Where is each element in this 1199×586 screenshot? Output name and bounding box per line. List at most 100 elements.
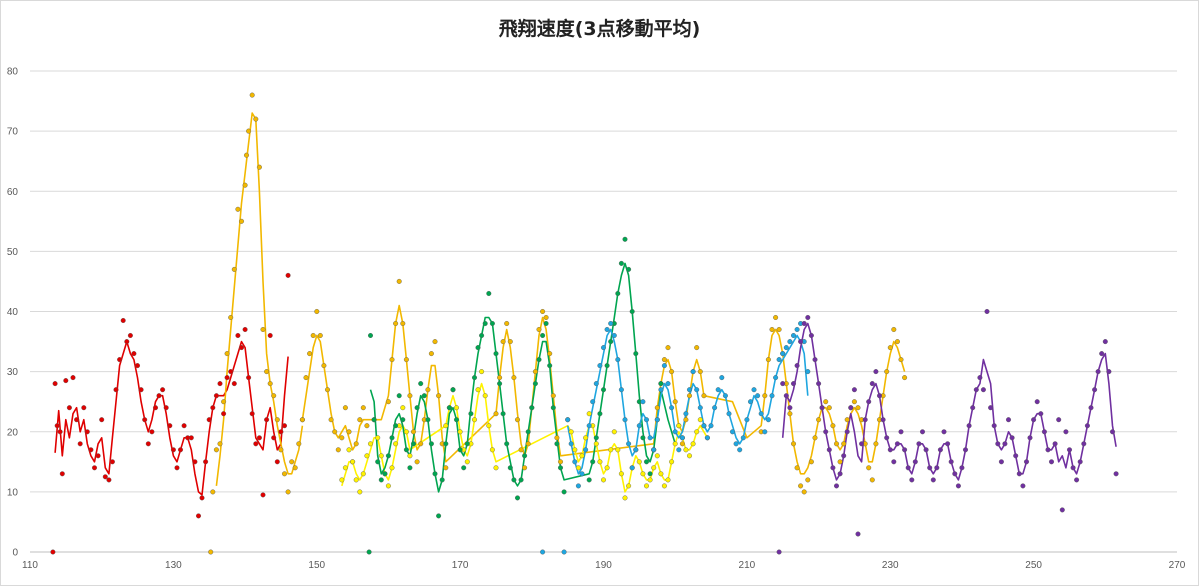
series-2-point [540,309,546,315]
series-3-point [615,447,621,453]
series-6-point [1077,459,1083,465]
series-4-point [586,477,592,483]
series-6-point [977,375,983,381]
series-3-point [611,429,617,435]
series-6-point [980,387,986,393]
series-4-point [626,266,632,272]
series-3-point [618,471,624,477]
series-0-point [99,417,105,423]
series-3-point [486,423,492,429]
series-3-point [389,465,395,471]
series-6-point [805,315,811,321]
series-2-point [830,423,836,429]
series-2-point [794,465,800,471]
series-0-point [217,381,223,387]
series-0-point [181,423,187,429]
series-1-point [246,128,252,134]
series-2-point [769,327,775,333]
series-1-point [243,152,249,158]
series-5-point [744,417,750,423]
series-6-point [851,387,857,393]
series-6-point [1009,435,1015,441]
series-0-point [242,327,248,333]
series-5-point [640,399,646,405]
series-5-point [575,483,581,489]
series-4-point [504,441,510,447]
series-2-point [321,363,327,369]
series-4-point [511,477,517,483]
x-tick-label: 210 [739,560,756,571]
series-3-point [661,483,667,489]
series-2-point [532,369,538,375]
series-5-point [654,417,660,423]
series-6-point [1016,471,1022,477]
series-0-point [160,387,166,393]
series-5-point [644,417,650,423]
y-tick-label: 10 [7,487,19,498]
series-6-point [844,429,850,435]
series-3-point [403,429,409,435]
series-5-point [755,393,761,399]
series-6-point [1109,429,1115,435]
series-3-point [479,369,485,375]
series-4-point [622,236,628,242]
y-tick-label: 50 [7,247,19,258]
series-4-point [382,471,388,477]
series-4-point [425,417,431,423]
series-6-point [894,441,900,447]
series-6-point [873,369,879,375]
series-6-point [1013,453,1019,459]
series-6-point [819,405,825,411]
series-2-point [855,405,861,411]
series-0-point [235,333,241,339]
series-3-point [385,483,391,489]
series-0-point [152,405,158,411]
series-4-point [618,260,624,266]
series-3-point [353,477,359,483]
series-6-point [834,483,840,489]
series-6-point [1063,429,1069,435]
series-0-point [228,369,234,375]
series-0-moving-average-line [54,340,289,496]
series-2-point [898,357,904,363]
series-6-point [1023,459,1029,465]
series-3-point [626,483,632,489]
series-0-point [91,465,97,471]
series-3-point [697,417,703,423]
series-3-point [346,447,352,453]
series-3-point [694,429,700,435]
series-0-point [174,465,180,471]
series-3-point [360,471,366,477]
series-6-point [937,447,943,453]
series-5-point [712,405,718,411]
series-0-point [138,387,144,393]
series-0-point [66,405,72,411]
series-6-point [1041,429,1047,435]
series-5-point [604,327,610,333]
series-3-point [658,471,664,477]
series-5-point [780,351,786,357]
series-4-point [507,465,513,471]
series-5-point [568,441,574,447]
series-2-point [558,459,564,465]
series-2-point [497,375,503,381]
series-6-point [812,357,818,363]
series-0-point [109,459,115,465]
series-4-point [439,477,445,483]
series-0-point [163,405,169,411]
series-0-point [106,477,112,483]
series-3-point [654,453,660,459]
series-5-point [661,363,667,369]
series-2-point [887,345,893,351]
series-2-point [314,309,320,315]
series-2-point [841,441,847,447]
series-0-point [70,375,76,381]
series-0-point [195,513,201,519]
series-6-point [1027,435,1033,441]
series-6-point [1102,339,1108,345]
series-5-point [651,447,657,453]
series-4-point [601,387,607,393]
series-4-point [421,393,427,399]
series-2-point [432,339,438,345]
